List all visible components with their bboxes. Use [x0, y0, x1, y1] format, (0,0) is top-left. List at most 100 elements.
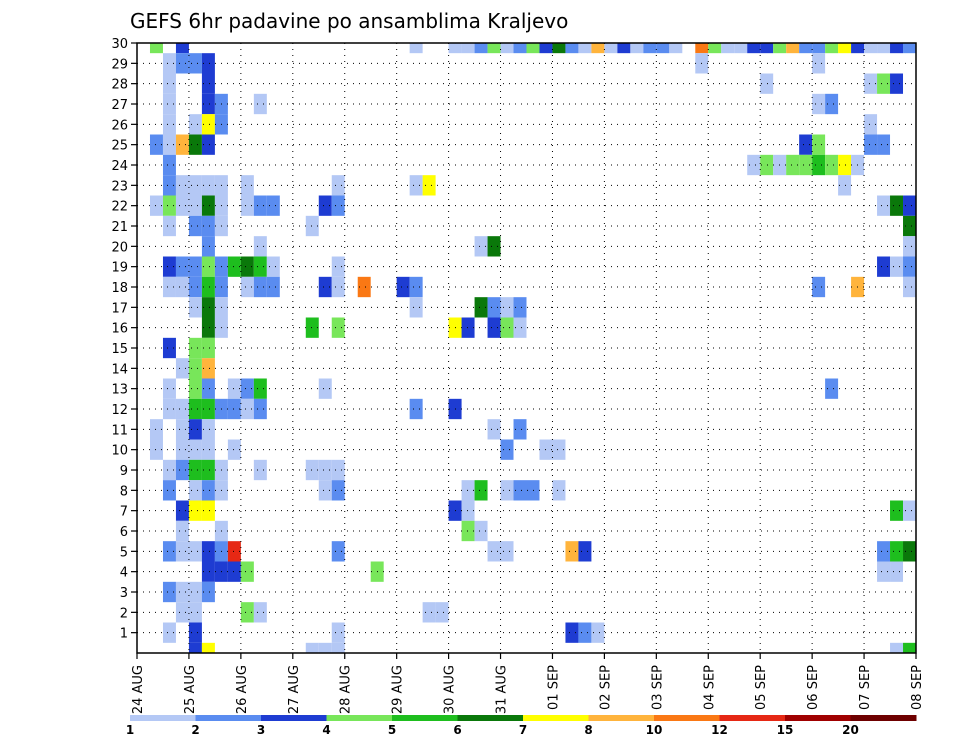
heatmap-cell [188, 581, 202, 603]
heatmap-cell [162, 93, 176, 115]
heatmap-cell [149, 134, 163, 155]
heatmap-cell [266, 256, 280, 277]
heatmap-cell [188, 358, 202, 379]
heatmap-cell [318, 195, 332, 216]
heatmap-cell [201, 73, 215, 94]
x-tick-label: 26 AUG [235, 665, 250, 714]
heatmap-cell [318, 276, 332, 298]
heatmap-cell [331, 175, 345, 196]
heatmap-cell [175, 500, 189, 521]
heatmap-cell [162, 398, 176, 420]
colorbar-swatch [457, 715, 524, 721]
heatmap-cell [838, 175, 852, 196]
heatmap-cell [461, 500, 475, 521]
heatmap-cell [201, 541, 215, 562]
heatmap-cell [903, 276, 916, 298]
x-tick-label: 07 SEP [858, 665, 873, 710]
heatmap-cell [318, 480, 332, 501]
heatmap-cell [474, 520, 488, 542]
heatmap-cell [162, 215, 176, 237]
heatmap-cell [903, 500, 916, 521]
heatmap-cell [188, 134, 202, 155]
heatmap-cell [513, 480, 527, 501]
heatmap-cell [175, 581, 189, 603]
heatmap-cell [240, 561, 254, 582]
heatmap-cell [318, 642, 332, 653]
heatmap-cell [630, 43, 644, 54]
colorbar-label: 3 [257, 723, 265, 737]
colorbar-swatch [130, 715, 196, 721]
heatmap-cell [162, 541, 176, 562]
heatmap-cell [188, 378, 202, 399]
heatmap-cell [175, 134, 189, 155]
heatmap-cell [890, 642, 904, 653]
heatmap-cell [188, 480, 202, 501]
heatmap-cell [903, 256, 916, 277]
heatmap-cell [188, 337, 202, 359]
heatmap-cell [162, 622, 176, 643]
y-tick-label: 27 [111, 98, 128, 113]
heatmap-cell [162, 73, 176, 94]
heatmap-cell [409, 398, 423, 420]
heatmap-cell [175, 398, 189, 420]
heatmap-cell [864, 73, 878, 94]
y-tick-label: 7 [120, 505, 128, 520]
heatmap-cell [500, 480, 514, 501]
heatmap-cell [487, 297, 501, 318]
heatmap-cell [201, 398, 215, 420]
x-tick-label: 31 AUG [495, 665, 510, 714]
heatmap-cell [162, 53, 176, 74]
colorbar-label: 6 [453, 723, 461, 737]
heatmap-cell [825, 378, 839, 399]
colorbar-swatch [326, 715, 393, 721]
heatmap-cell [305, 317, 319, 338]
heatmap-cell [786, 154, 800, 176]
heatmap-cell [617, 43, 631, 54]
colorbar-swatch [785, 715, 851, 721]
heatmap-cell [175, 175, 189, 196]
heatmap-cell [838, 154, 852, 176]
heatmap-cell [305, 459, 319, 481]
y-tick-label: 4 [120, 566, 128, 581]
heatmap-cell [175, 520, 189, 542]
heatmap-cell [552, 43, 566, 54]
heatmap-cell [201, 480, 215, 501]
heatmap-cell [435, 602, 449, 623]
heatmap-cell [240, 398, 254, 420]
heatmap-cell [201, 236, 215, 257]
chart-title: GEFS 6hr padavine po ansamblima Kraljevo [130, 9, 568, 33]
heatmap-cell [890, 541, 904, 562]
colorbar-swatch [850, 715, 917, 721]
heatmap-cell [461, 43, 475, 54]
heatmap-cell [253, 602, 267, 623]
heatmap-cell [903, 43, 916, 54]
y-tick-label: 23 [111, 179, 128, 194]
heatmap-cell [487, 43, 501, 54]
heatmap-cell [474, 297, 488, 318]
colorbar-label: 12 [711, 723, 728, 737]
colorbar-label: 15 [777, 723, 794, 737]
heatmap-cell [175, 419, 189, 440]
heatmap-cell [487, 236, 501, 257]
heatmap-cell [864, 43, 878, 54]
x-tick-label: 08 SEP [910, 665, 925, 710]
x-tick-label: 02 SEP [598, 665, 613, 710]
heatmap-cell [890, 500, 904, 521]
y-tick-label: 25 [111, 139, 128, 154]
heatmap-cell [903, 236, 916, 257]
heatmap-cell [786, 43, 800, 54]
heatmap-cell [253, 236, 267, 257]
y-tick-label: 18 [111, 281, 128, 296]
colorbar-swatch [392, 715, 458, 721]
heatmap-cell [526, 43, 540, 54]
heatmap-cell [162, 459, 176, 481]
heatmap-cell [253, 195, 267, 216]
heatmap-cell [227, 561, 241, 582]
heatmap-cell [448, 43, 462, 54]
heatmap-cell [500, 43, 514, 54]
heatmap-cell [201, 419, 215, 440]
heatmap-cell [890, 73, 904, 94]
x-tick-label: 06 SEP [806, 665, 821, 710]
heatmap-cell [422, 175, 436, 196]
heatmap-cell [864, 134, 878, 155]
